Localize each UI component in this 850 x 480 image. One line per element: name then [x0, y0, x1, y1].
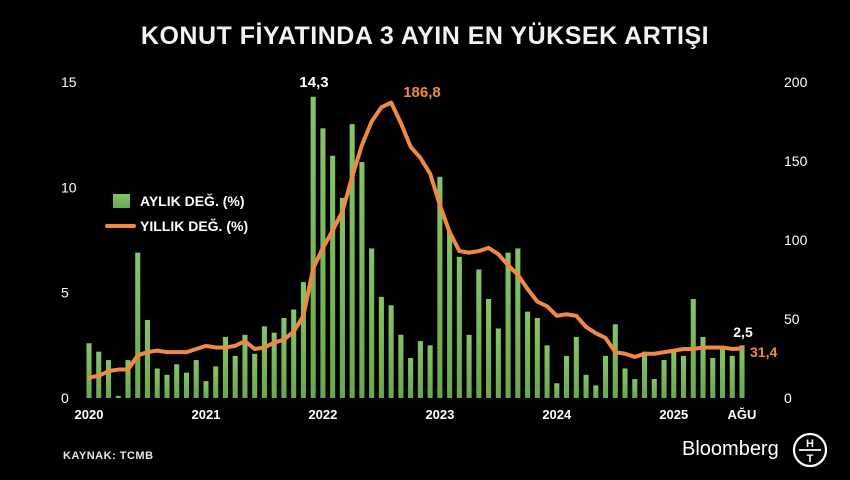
bar-monthly: [310, 96, 316, 398]
bar-monthly: [583, 374, 589, 398]
bar-monthly: [476, 269, 482, 398]
annotation-line-last: 31,4: [750, 344, 777, 360]
bar-monthly: [378, 296, 384, 398]
y-right-tick-label: 0: [784, 390, 792, 406]
y-right-tick-label: 200: [784, 74, 808, 90]
bar-monthly: [183, 372, 189, 398]
bar-monthly: [203, 381, 209, 398]
bar-monthly: [271, 332, 277, 398]
y-right-tick-label: 50: [784, 311, 800, 327]
bar-monthly: [680, 355, 687, 398]
bar-monthly: [447, 231, 453, 398]
bar-monthly: [320, 128, 326, 398]
bar-monthly: [349, 124, 355, 398]
brand-name: Bloomberg: [682, 438, 779, 460]
x-tick-label: 2020: [75, 407, 104, 422]
x-tick-label: 2021: [192, 407, 221, 422]
bar-monthly: [544, 345, 550, 398]
bar-monthly: [700, 336, 706, 398]
bar-monthly: [632, 379, 638, 398]
bar-monthly: [398, 334, 404, 398]
bar-monthly: [281, 317, 287, 398]
bar-monthly: [612, 324, 618, 398]
bar-monthly: [261, 326, 267, 398]
bar-monthly: [427, 345, 433, 398]
y-left-tick-label: 0: [61, 390, 69, 406]
bar-monthly: [222, 336, 228, 398]
bar-monthly: [242, 334, 248, 398]
bar-monthly: [495, 328, 501, 398]
bar-monthly: [135, 252, 141, 398]
y-right-tick-label: 100: [784, 232, 808, 248]
y-right-tick-label: 150: [784, 153, 808, 169]
bar-monthly: [651, 379, 657, 398]
bar-monthly: [232, 355, 238, 398]
annotation-line-peak: 186,8: [403, 84, 441, 101]
bar-monthly: [671, 349, 677, 398]
bar-monthly: [525, 311, 531, 398]
line-yearly: [87, 100, 744, 380]
bar-monthly: [564, 355, 570, 398]
bar-monthly: [417, 341, 423, 398]
bar-monthly: [593, 385, 599, 398]
x-tick-label: 2022: [308, 407, 337, 422]
legend-label-yearly: YILLIK DEĞ. (%): [140, 217, 248, 234]
x-tick-label: 2023: [425, 407, 454, 422]
bar-monthly: [300, 282, 306, 398]
y-left-tick-label: 15: [61, 74, 77, 90]
annotation-bar-last: 2,5: [733, 324, 753, 340]
logo-letter-bottom: T: [807, 453, 814, 465]
bar-monthly: [105, 360, 112, 398]
bar-monthly: [164, 374, 170, 398]
bar-monthly: [369, 248, 375, 398]
logo-letter-top: H: [806, 438, 814, 450]
x-tick-label: AĞU: [728, 407, 757, 422]
bar-monthly: [291, 309, 297, 398]
x-tick-label: 2024: [542, 407, 572, 422]
bar-monthly: [359, 162, 365, 398]
bar-monthly: [486, 298, 492, 398]
chart-title: KONUT FİYATINDA 3 AYIN EN YÜKSEK ARTIŞI: [140, 22, 710, 50]
bar-monthly: [603, 355, 609, 398]
bar-monthly: [252, 353, 258, 398]
bar-monthly: [174, 364, 180, 398]
bar-monthly: [466, 334, 472, 398]
bar-monthly: [125, 360, 131, 398]
bar-monthly: [739, 345, 745, 398]
bar-monthly: [339, 197, 345, 398]
bar-monthly: [193, 360, 199, 398]
bar-monthly: [515, 248, 521, 398]
bar-monthly: [330, 155, 336, 398]
legend-label-monthly: AYLIK DEĞ. (%): [140, 192, 245, 209]
bar-monthly: [144, 320, 151, 398]
annotation-bar-peak: 14,3: [299, 74, 328, 91]
bar-monthly: [661, 360, 667, 398]
bar-monthly: [388, 305, 394, 398]
bar-monthly: [534, 317, 540, 398]
bar-monthly: [719, 347, 726, 398]
bar-monthly: [573, 336, 579, 398]
bar-monthly: [729, 355, 735, 398]
bar-monthly: [115, 395, 121, 398]
bar-monthly: [710, 357, 716, 398]
bar-monthly: [622, 368, 628, 398]
y-left-tick-label: 5: [61, 285, 69, 301]
x-tick-label: 2025: [659, 407, 688, 422]
bar-monthly: [554, 383, 560, 398]
bar-monthly: [213, 366, 219, 398]
y-left-tick-label: 10: [61, 179, 77, 195]
bar-monthly: [456, 256, 462, 398]
bar-monthly: [642, 351, 648, 398]
bar-monthly: [408, 357, 414, 398]
legend-swatch-monthly: [113, 194, 130, 208]
bar-monthly: [154, 368, 160, 398]
source-note: KAYNAK: TCMB: [63, 450, 154, 462]
bar-monthly: [86, 343, 92, 398]
bar-monthly: [437, 176, 443, 398]
bar-monthly: [505, 252, 511, 398]
ht-logo-icon: H T: [792, 432, 828, 468]
